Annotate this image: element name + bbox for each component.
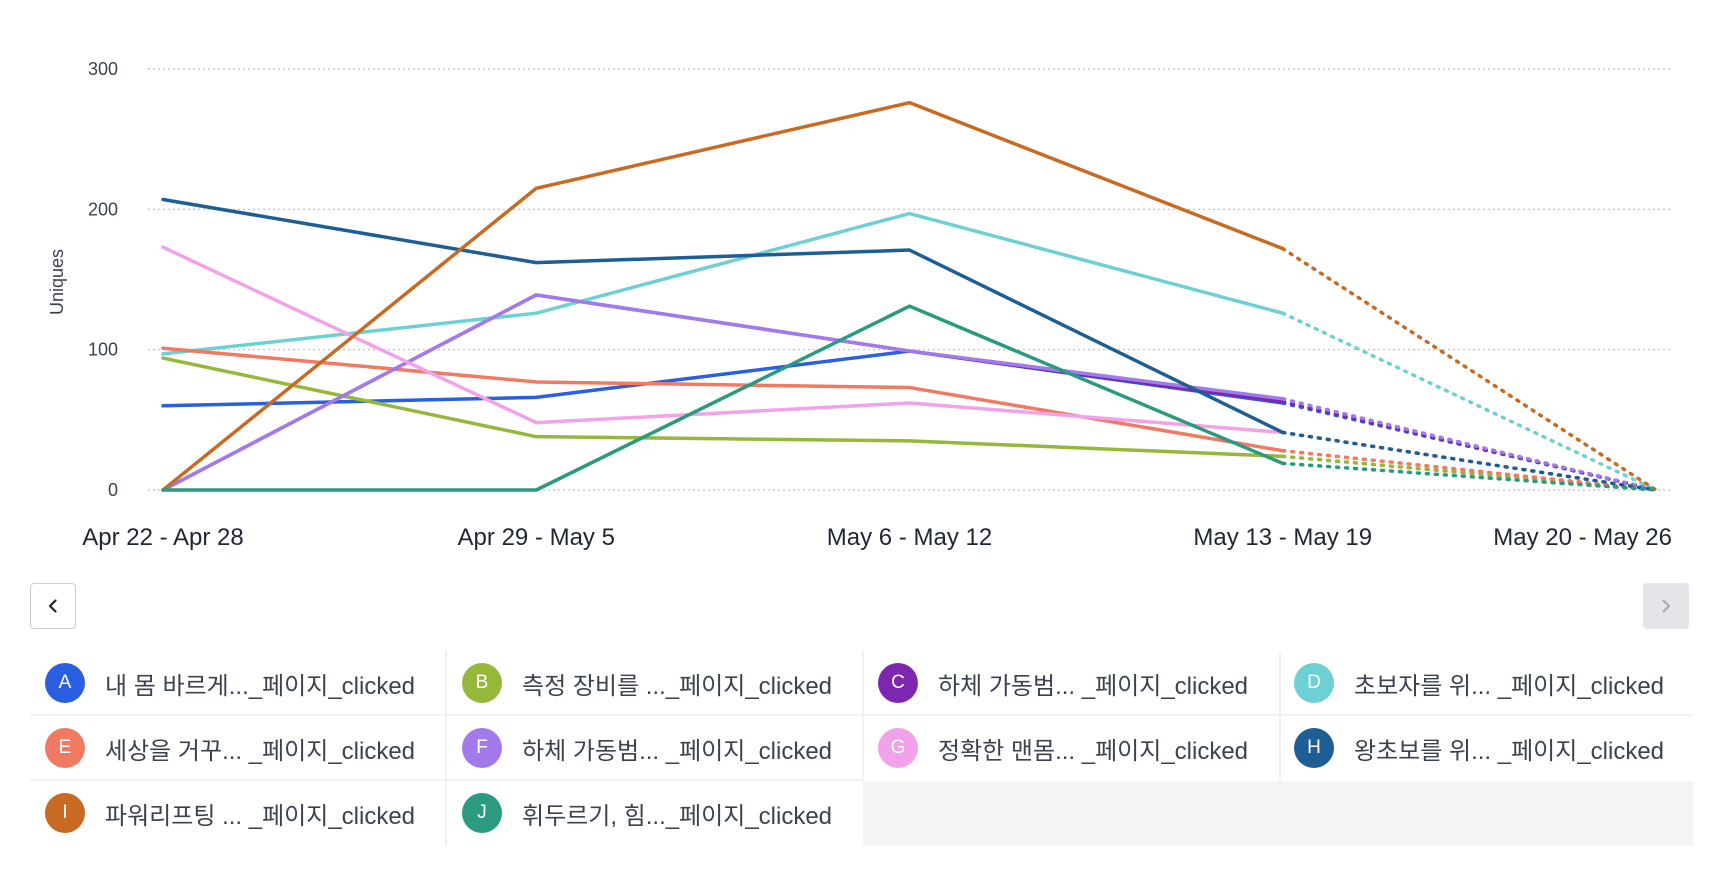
next-page-button[interactable] [1643, 583, 1689, 629]
legend-series-badge: I [45, 793, 85, 833]
x-tick-label: May 6 - May 12 [827, 524, 992, 551]
legend-series-label: 휘두르기, 힘..._페이지_clicked [522, 802, 833, 830]
series-H [161, 197, 1658, 492]
legend-series-badge: C [878, 663, 918, 703]
legend-series-badge: A [45, 663, 85, 703]
x-tick-label: Apr 29 - May 5 [458, 524, 615, 551]
legend-item[interactable]: B 측정 장비를 ..._페이지_clicked [447, 650, 863, 716]
legend-series-badge: D [1294, 663, 1334, 703]
x-tick-label: Apr 22 - Apr 28 [82, 524, 243, 551]
legend-empty-cell [863, 780, 1693, 846]
series-line [161, 197, 1285, 435]
series-line [161, 356, 1285, 459]
legend-series-badge: F [462, 728, 502, 768]
series-line-incomplete [1281, 430, 1658, 492]
y-tick-label: 200 [88, 199, 118, 219]
x-tick-label: May 20 - May 26 [1493, 524, 1672, 551]
legend-series-label: 왕초보를 위... _페이지_clicked [1354, 737, 1665, 765]
y-tick-label: 0 [108, 480, 118, 500]
legend-series-badge: H [1294, 728, 1334, 768]
series-J [161, 304, 1658, 492]
legend-item[interactable]: D 초보자를 위... _페이지_clicked [1279, 650, 1695, 716]
legend-item[interactable]: I 파워리프팅 ... _페이지_clicked [30, 780, 446, 846]
chevron-right-icon [1662, 599, 1670, 613]
series-line-incomplete [1281, 246, 1658, 492]
line-chart: 0 100 200 300 Apr 22 - Apr 28 Apr 29 - May 5… [47, 59, 1672, 551]
series-line-incomplete [1281, 399, 1658, 492]
gridlines [148, 68, 1672, 491]
series-line [161, 211, 1285, 356]
series-line [161, 100, 1285, 492]
legend-item[interactable]: A 내 몸 바르게..._페이지_clicked [30, 650, 446, 716]
legend-series-badge: G [878, 728, 918, 768]
legend-series-label: 초보자를 위... _페이지_clicked [1354, 672, 1665, 700]
series-line-incomplete [1281, 454, 1658, 492]
legend-series-label: 측정 장비를 ..._페이지_clicked [522, 672, 833, 700]
y-tick-label: 100 [88, 340, 118, 360]
series-line [161, 304, 1285, 492]
series-line [161, 293, 1285, 492]
series-line-incomplete [1281, 311, 1658, 492]
series-F [161, 293, 1658, 492]
legend-item[interactable]: G 정확한 맨몸... _페이지_clicked [863, 715, 1279, 781]
series-line [161, 245, 1285, 435]
chevron-left-icon [48, 599, 57, 613]
series-line-incomplete [1281, 397, 1658, 492]
x-tick-label: May 13 - May 19 [1193, 524, 1372, 551]
legend-item[interactable]: E 세상을 거꾸... _페이지_clicked [30, 715, 446, 781]
series-line-incomplete [1281, 448, 1658, 492]
legend-item[interactable]: C 하체 가동범... _페이지_clicked [863, 650, 1279, 716]
series-line-incomplete [1281, 461, 1658, 492]
y-tick-label: 300 [88, 59, 118, 79]
series-E [161, 346, 1658, 492]
legend-series-label: 하체 가동범... _페이지_clicked [938, 672, 1249, 700]
legend-series-label: 하체 가동범... _페이지_clicked [522, 737, 833, 765]
series-B [161, 356, 1658, 492]
legend-series-badge: B [462, 663, 502, 703]
series-I [161, 100, 1658, 492]
series-lines [161, 100, 1658, 492]
legend-series-badge: E [45, 728, 85, 768]
legend-series-label: 세상을 거꾸... _페이지_clicked [105, 737, 416, 765]
y-axis-ticks: 0 100 200 300 [88, 59, 118, 500]
legend-item[interactable]: H 왕초보를 위... _페이지_clicked [1279, 715, 1695, 781]
legend-item[interactable]: J 휘두르기, 힘..._페이지_clicked [447, 780, 863, 846]
legend-series-label: 내 몸 바르게..._페이지_clicked [105, 672, 416, 700]
legend-item[interactable]: F 하체 가동범... _페이지_clicked [447, 715, 863, 781]
legend-series-label: 파워리프팅 ... _페이지_clicked [105, 802, 416, 830]
series-C [161, 293, 1658, 492]
x-axis-ticks: Apr 22 - Apr 28 Apr 29 - May 5 May 6 - May… [82, 524, 1672, 551]
chart-legend: A 내 몸 바르게..._페이지_clicked B 측정 장비를 ..._페이지_c… [30, 650, 1695, 846]
legend-series-badge: J [462, 793, 502, 833]
legend-series-label: 정확한 맨몸... _페이지_clicked [938, 737, 1249, 765]
y-axis-label: Uniques [47, 249, 67, 315]
previous-page-button[interactable] [30, 583, 76, 629]
